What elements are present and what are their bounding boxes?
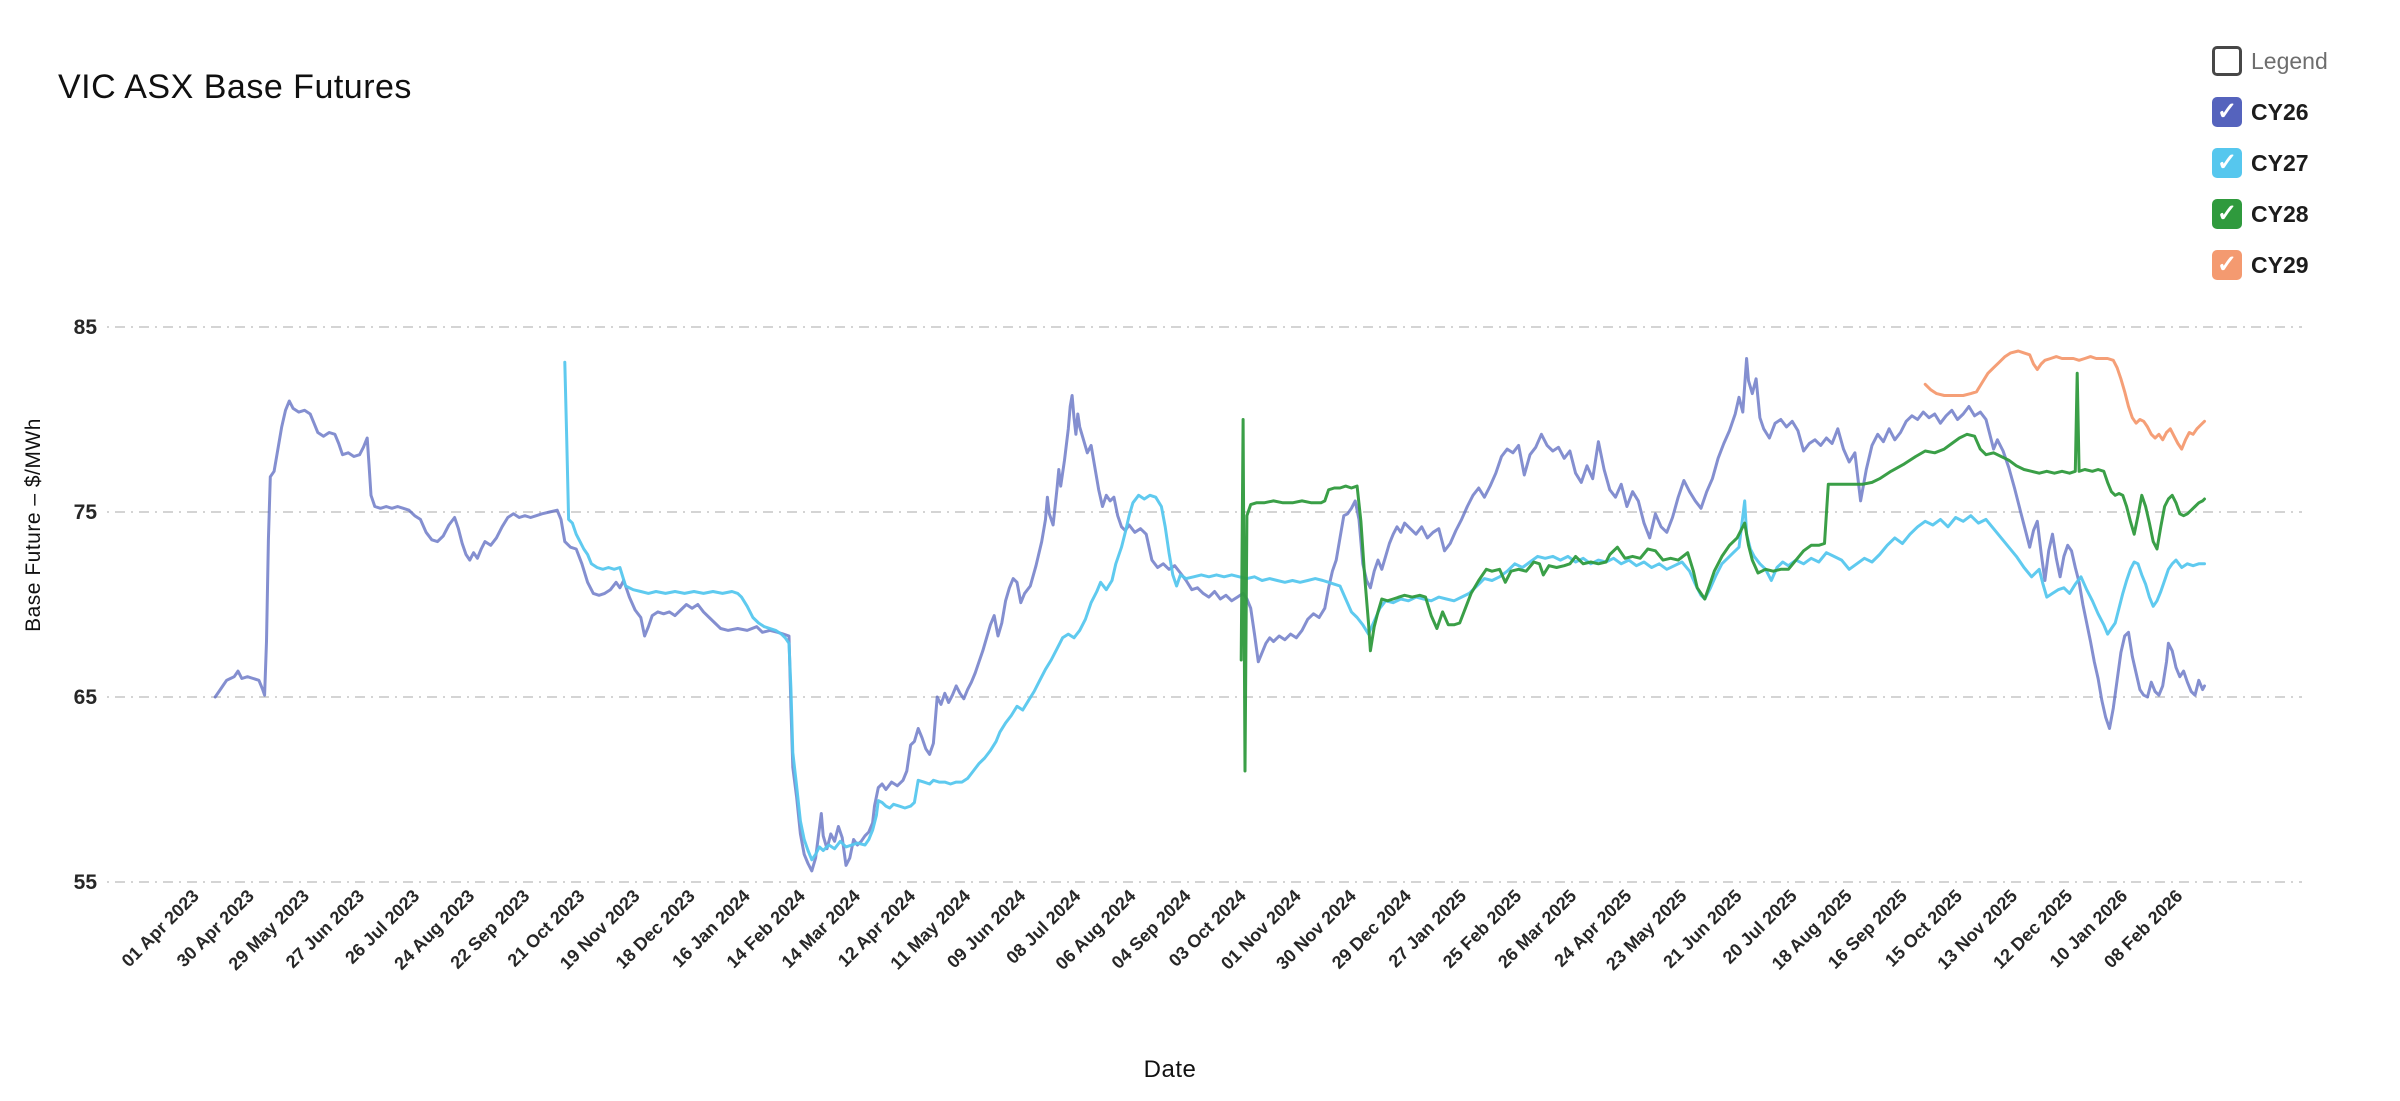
cy26-checkbox[interactable]: ✓ (2212, 97, 2242, 127)
series-line-CY28 (1239, 371, 2206, 773)
y-axis-title: Base Future – $/MWh (22, 418, 45, 632)
series-line-CY26 (213, 357, 2206, 873)
legend-master-checkbox[interactable] (2212, 46, 2242, 76)
cy29-checkbox[interactable]: ✓ (2212, 250, 2242, 280)
check-icon: ✓ (2216, 251, 2238, 278)
series-line-CY29 (1923, 349, 2206, 451)
legend-item-cy28[interactable]: ✓ CY28 (2212, 197, 2328, 231)
check-icon: ✓ (2216, 98, 2238, 125)
series-line-CY27 (563, 360, 2206, 862)
legend-label-cy26: CY26 (2251, 98, 2309, 125)
legend-item-cy26[interactable]: ✓ CY26 (2212, 95, 2328, 129)
legend: Legend ✓ CY26 ✓ CY27 ✓ CY28 ✓ CY29 (2212, 44, 2328, 299)
legend-label-cy28: CY28 (2251, 200, 2309, 227)
y-tick-label: 75 (74, 501, 98, 524)
x-axis-title: Date (1143, 1056, 1197, 1083)
legend-label-cy29: CY29 (2251, 251, 2309, 278)
legend-label-cy27: CY27 (2251, 149, 2309, 176)
y-tick-label: 65 (74, 686, 98, 709)
page-title: VIC ASX Base Futures (58, 68, 412, 106)
cy27-checkbox[interactable]: ✓ (2212, 148, 2242, 178)
y-tick-label: 85 (74, 316, 98, 339)
legend-item-cy27[interactable]: ✓ CY27 (2212, 146, 2328, 180)
legend-header-label: Legend (2251, 47, 2328, 74)
legend-item-cy29[interactable]: ✓ CY29 (2212, 248, 2328, 282)
legend-header-row[interactable]: Legend (2212, 44, 2328, 78)
y-tick-label: 55 (74, 871, 98, 894)
check-icon: ✓ (2216, 200, 2238, 227)
check-icon: ✓ (2216, 149, 2238, 176)
cy28-checkbox[interactable]: ✓ (2212, 199, 2242, 229)
